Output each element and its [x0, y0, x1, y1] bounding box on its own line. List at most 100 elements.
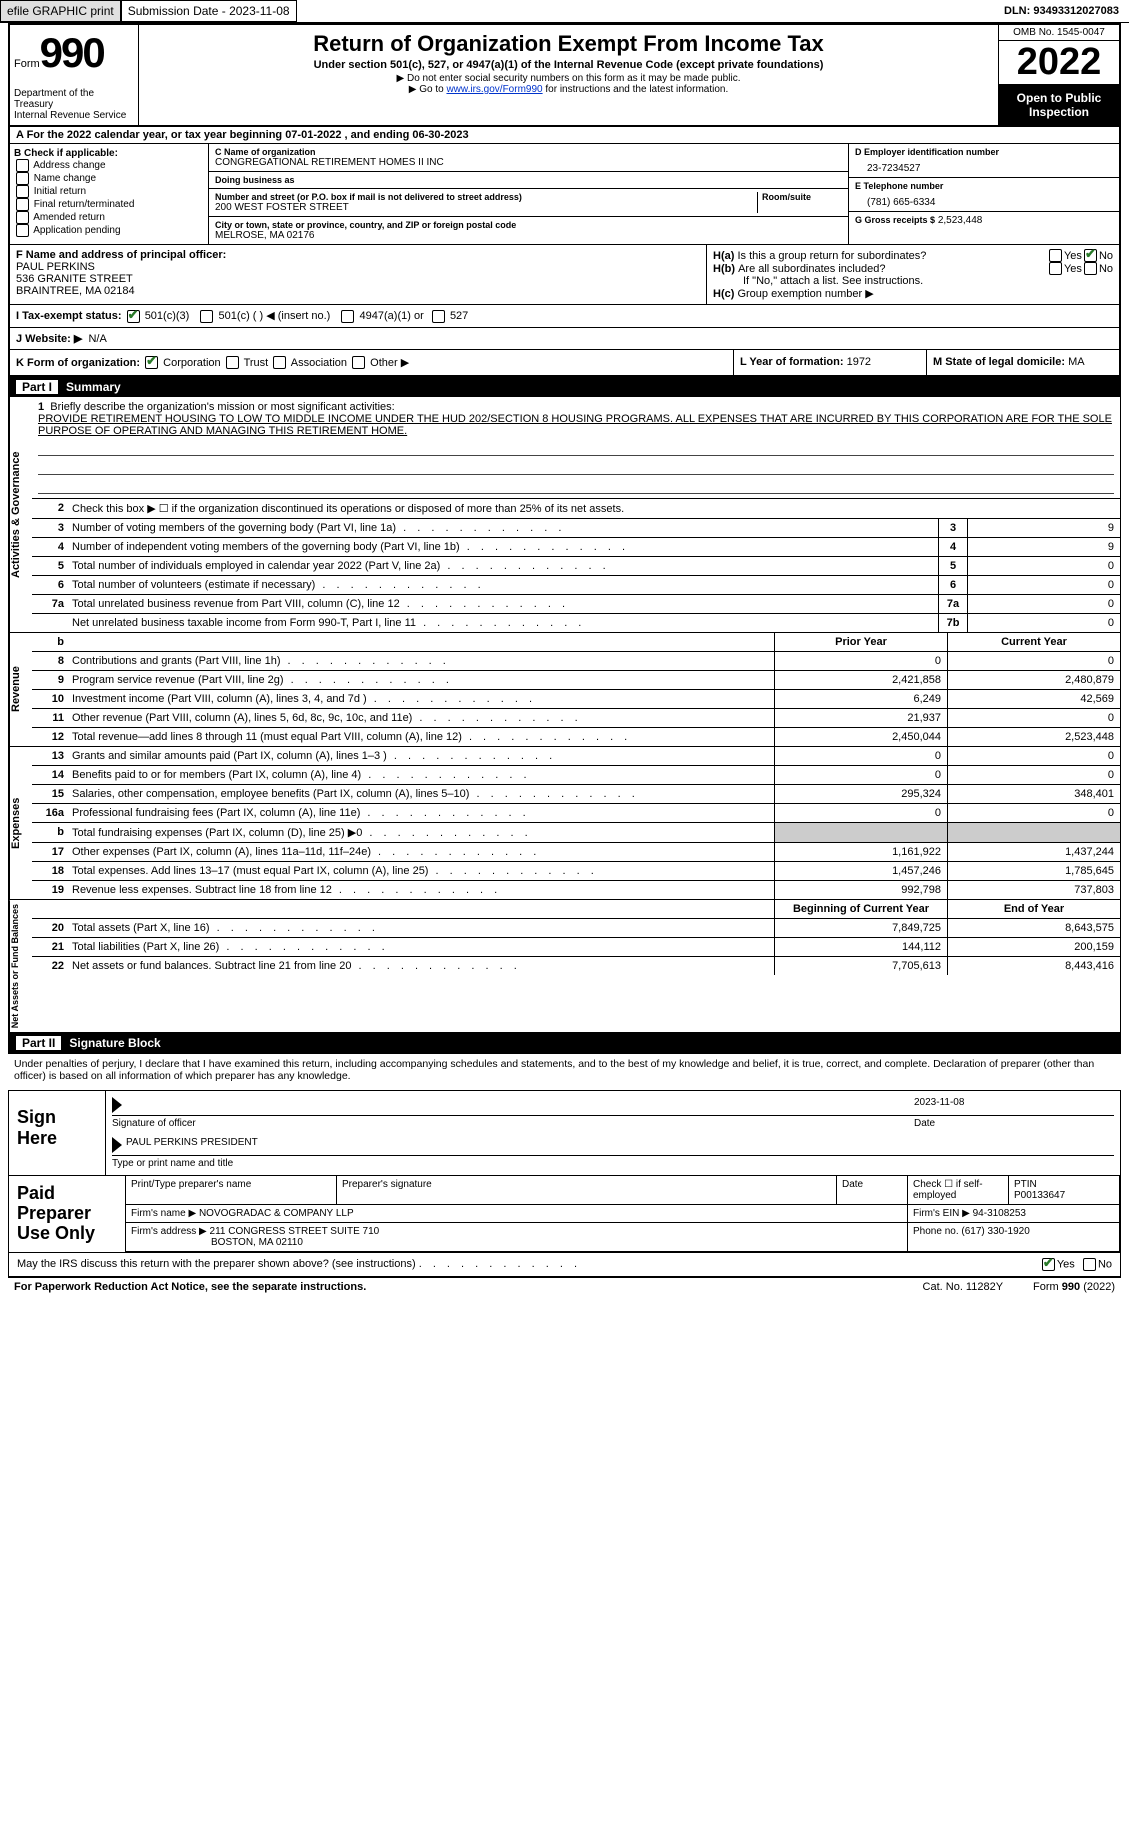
- name-line: PAUL PERKINS PRESIDENT: [112, 1137, 1114, 1156]
- officer-addr1: 536 GRANITE STREET: [16, 273, 133, 285]
- signature-line: 2023-11-08: [112, 1097, 1114, 1116]
- summary-row: 4 Number of independent voting members o…: [32, 538, 1120, 557]
- netassets-tab: Net Assets or Fund Balances: [9, 900, 32, 1032]
- hb-no-checkbox[interactable]: [1084, 262, 1097, 275]
- activities-tab: Activities & Governance: [9, 397, 32, 632]
- mission-text: PROVIDE RETIREMENT HOUSING TO LOW TO MID…: [38, 413, 1112, 437]
- summary-row: 10 Investment income (Part VIII, column …: [32, 690, 1120, 709]
- form-header: Form990 Department of the Treasury Inter…: [8, 23, 1121, 127]
- header-right: OMB No. 1545-0047 2022 Open to Public In…: [999, 25, 1119, 125]
- submission-date: Submission Date - 2023-11-08: [121, 0, 297, 22]
- end-year-header: End of Year: [947, 900, 1120, 918]
- summary-row: 7a Total unrelated business revenue from…: [32, 595, 1120, 614]
- discuss-row: May the IRS discuss this return with the…: [8, 1253, 1121, 1277]
- checkbox-4947[interactable]: [341, 310, 354, 323]
- checkbox-501c3[interactable]: [127, 310, 140, 323]
- summary-row: 20 Total assets (Part X, line 16) 7,849,…: [32, 919, 1120, 938]
- dln: DLN: 93493312027083: [1004, 5, 1129, 17]
- col-d-ein-tel: D Employer identification number 23-7234…: [848, 144, 1119, 244]
- discuss-no-checkbox[interactable]: [1083, 1258, 1096, 1271]
- col-f: F Name and address of principal officer:…: [10, 245, 707, 304]
- netassets-header: Beginning of Current Year End of Year: [32, 900, 1120, 919]
- checkbox-other[interactable]: [352, 356, 365, 369]
- street-label: Number and street (or P.O. box if mail i…: [215, 192, 757, 202]
- discuss-text: May the IRS discuss this return with the…: [17, 1258, 416, 1270]
- summary-row: 12 Total revenue—add lines 8 through 11 …: [32, 728, 1120, 746]
- irs-link[interactable]: www.irs.gov/Form990: [446, 84, 542, 95]
- summary-row: 6 Total number of volunteers (estimate i…: [32, 576, 1120, 595]
- dept-treasury: Department of the Treasury: [14, 88, 134, 110]
- summary-row: 22 Net assets or fund balances. Subtract…: [32, 957, 1120, 975]
- col-h: H(a) Is this a group return for subordin…: [707, 245, 1119, 304]
- sign-date: 2023-11-08: [914, 1097, 1114, 1115]
- summary-row: 3 Number of voting members of the govern…: [32, 519, 1120, 538]
- open-to-public: Open to Public Inspection: [999, 85, 1119, 125]
- summary-row: 21 Total liabilities (Part X, line 26) 1…: [32, 938, 1120, 957]
- mission-blank-3: [38, 478, 1114, 494]
- ha-no-checkbox[interactable]: [1084, 249, 1097, 262]
- checkbox-application-pending[interactable]: [16, 224, 29, 237]
- page-footer: For Paperwork Reduction Act Notice, see …: [8, 1277, 1121, 1296]
- form-note-2: ▶ Go to www.irs.gov/Form990 for instruct…: [147, 84, 990, 95]
- current-year-header: Current Year: [947, 633, 1120, 651]
- summary-row: 9 Program service revenue (Part VIII, li…: [32, 671, 1120, 690]
- revenue-section: Revenue b Prior Year Current Year 8 Cont…: [8, 633, 1121, 747]
- gross-label: G Gross receipts $: [855, 215, 935, 225]
- checkbox-501c[interactable]: [200, 310, 213, 323]
- checkbox-name-change[interactable]: [16, 172, 29, 185]
- line-2-num: 2: [32, 499, 68, 518]
- summary-row: 15 Salaries, other compensation, employe…: [32, 785, 1120, 804]
- row-i-tax-exempt: I Tax-exempt status: 501(c)(3) 501(c) ( …: [8, 305, 1121, 328]
- checkbox-corporation[interactable]: [145, 356, 158, 369]
- hc-text: Group exemption number ▶: [737, 288, 873, 300]
- paperwork-notice: For Paperwork Reduction Act Notice, see …: [14, 1281, 366, 1293]
- hb-yes-checkbox[interactable]: [1049, 262, 1062, 275]
- checkbox-association[interactable]: [273, 356, 286, 369]
- hb-note: If "No," attach a list. See instructions…: [713, 275, 1113, 287]
- beginning-year-header: Beginning of Current Year: [774, 900, 947, 918]
- ha-yes-checkbox[interactable]: [1049, 249, 1062, 262]
- declaration-text: Under penalties of perjury, I declare th…: [8, 1053, 1121, 1086]
- summary-row: 16a Professional fundraising fees (Part …: [32, 804, 1120, 823]
- form-word: Form: [14, 58, 40, 70]
- line-2-desc: Check this box ▶ ☐ if the organization d…: [68, 499, 1120, 518]
- part-2-title: Signature Block: [69, 1036, 160, 1050]
- checkbox-527[interactable]: [432, 310, 445, 323]
- firm-name-cell: Firm's name ▶ NOVOGRADAC & COMPANY LLP: [126, 1205, 908, 1223]
- checkbox-address-change[interactable]: [16, 159, 29, 172]
- paid-preparer-label: Paid Preparer Use Only: [9, 1176, 126, 1252]
- checkbox-final-return[interactable]: [16, 198, 29, 211]
- street-value: 200 WEST FOSTER STREET: [215, 202, 757, 213]
- row-k: K Form of organization: Corporation Trus…: [10, 350, 734, 376]
- part-1-header: Part I Summary: [8, 377, 1121, 397]
- form-label-footer: Form 990 (2022): [1033, 1281, 1115, 1293]
- part-2-header: Part II Signature Block: [8, 1033, 1121, 1053]
- row-m: M State of legal domicile: MA: [927, 350, 1119, 376]
- header-left: Form990 Department of the Treasury Inter…: [10, 25, 139, 125]
- hc-label: H(c): [713, 288, 734, 300]
- hb-label: H(b): [713, 263, 735, 275]
- firm-phone-cell: Phone no. (617) 330-1920: [908, 1223, 1120, 1252]
- revenue-header: b Prior Year Current Year: [32, 633, 1120, 652]
- summary-row: 14 Benefits paid to or for members (Part…: [32, 766, 1120, 785]
- summary-row: 19 Revenue less expenses. Subtract line …: [32, 881, 1120, 899]
- efile-print-button[interactable]: efile GRAPHIC print: [0, 0, 121, 22]
- checkbox-amended-return[interactable]: [16, 211, 29, 224]
- mission-blank-2: [38, 459, 1114, 475]
- dba-label: Doing business as: [215, 175, 842, 185]
- summary-row: 17 Other expenses (Part IX, column (A), …: [32, 843, 1120, 862]
- part-1-title: Summary: [66, 380, 121, 394]
- mission-block: 1 Briefly describe the organization's mi…: [32, 397, 1120, 499]
- part-2-num: Part II: [16, 1036, 61, 1050]
- ein-label: D Employer identification number: [855, 147, 1113, 157]
- discuss-yes-checkbox[interactable]: [1042, 1258, 1055, 1271]
- prior-year-header: Prior Year: [774, 633, 947, 651]
- preparer-date-header: Date: [837, 1176, 908, 1205]
- checkbox-initial-return[interactable]: [16, 185, 29, 198]
- checkbox-trust[interactable]: [226, 356, 239, 369]
- preparer-sig-header: Preparer's signature: [337, 1176, 837, 1205]
- preparer-name-header: Print/Type preparer's name: [126, 1176, 337, 1205]
- row-j-website: J Website: ▶ N/A: [8, 328, 1121, 350]
- summary-row: 5 Total number of individuals employed i…: [32, 557, 1120, 576]
- expenses-section: Expenses 13 Grants and similar amounts p…: [8, 747, 1121, 900]
